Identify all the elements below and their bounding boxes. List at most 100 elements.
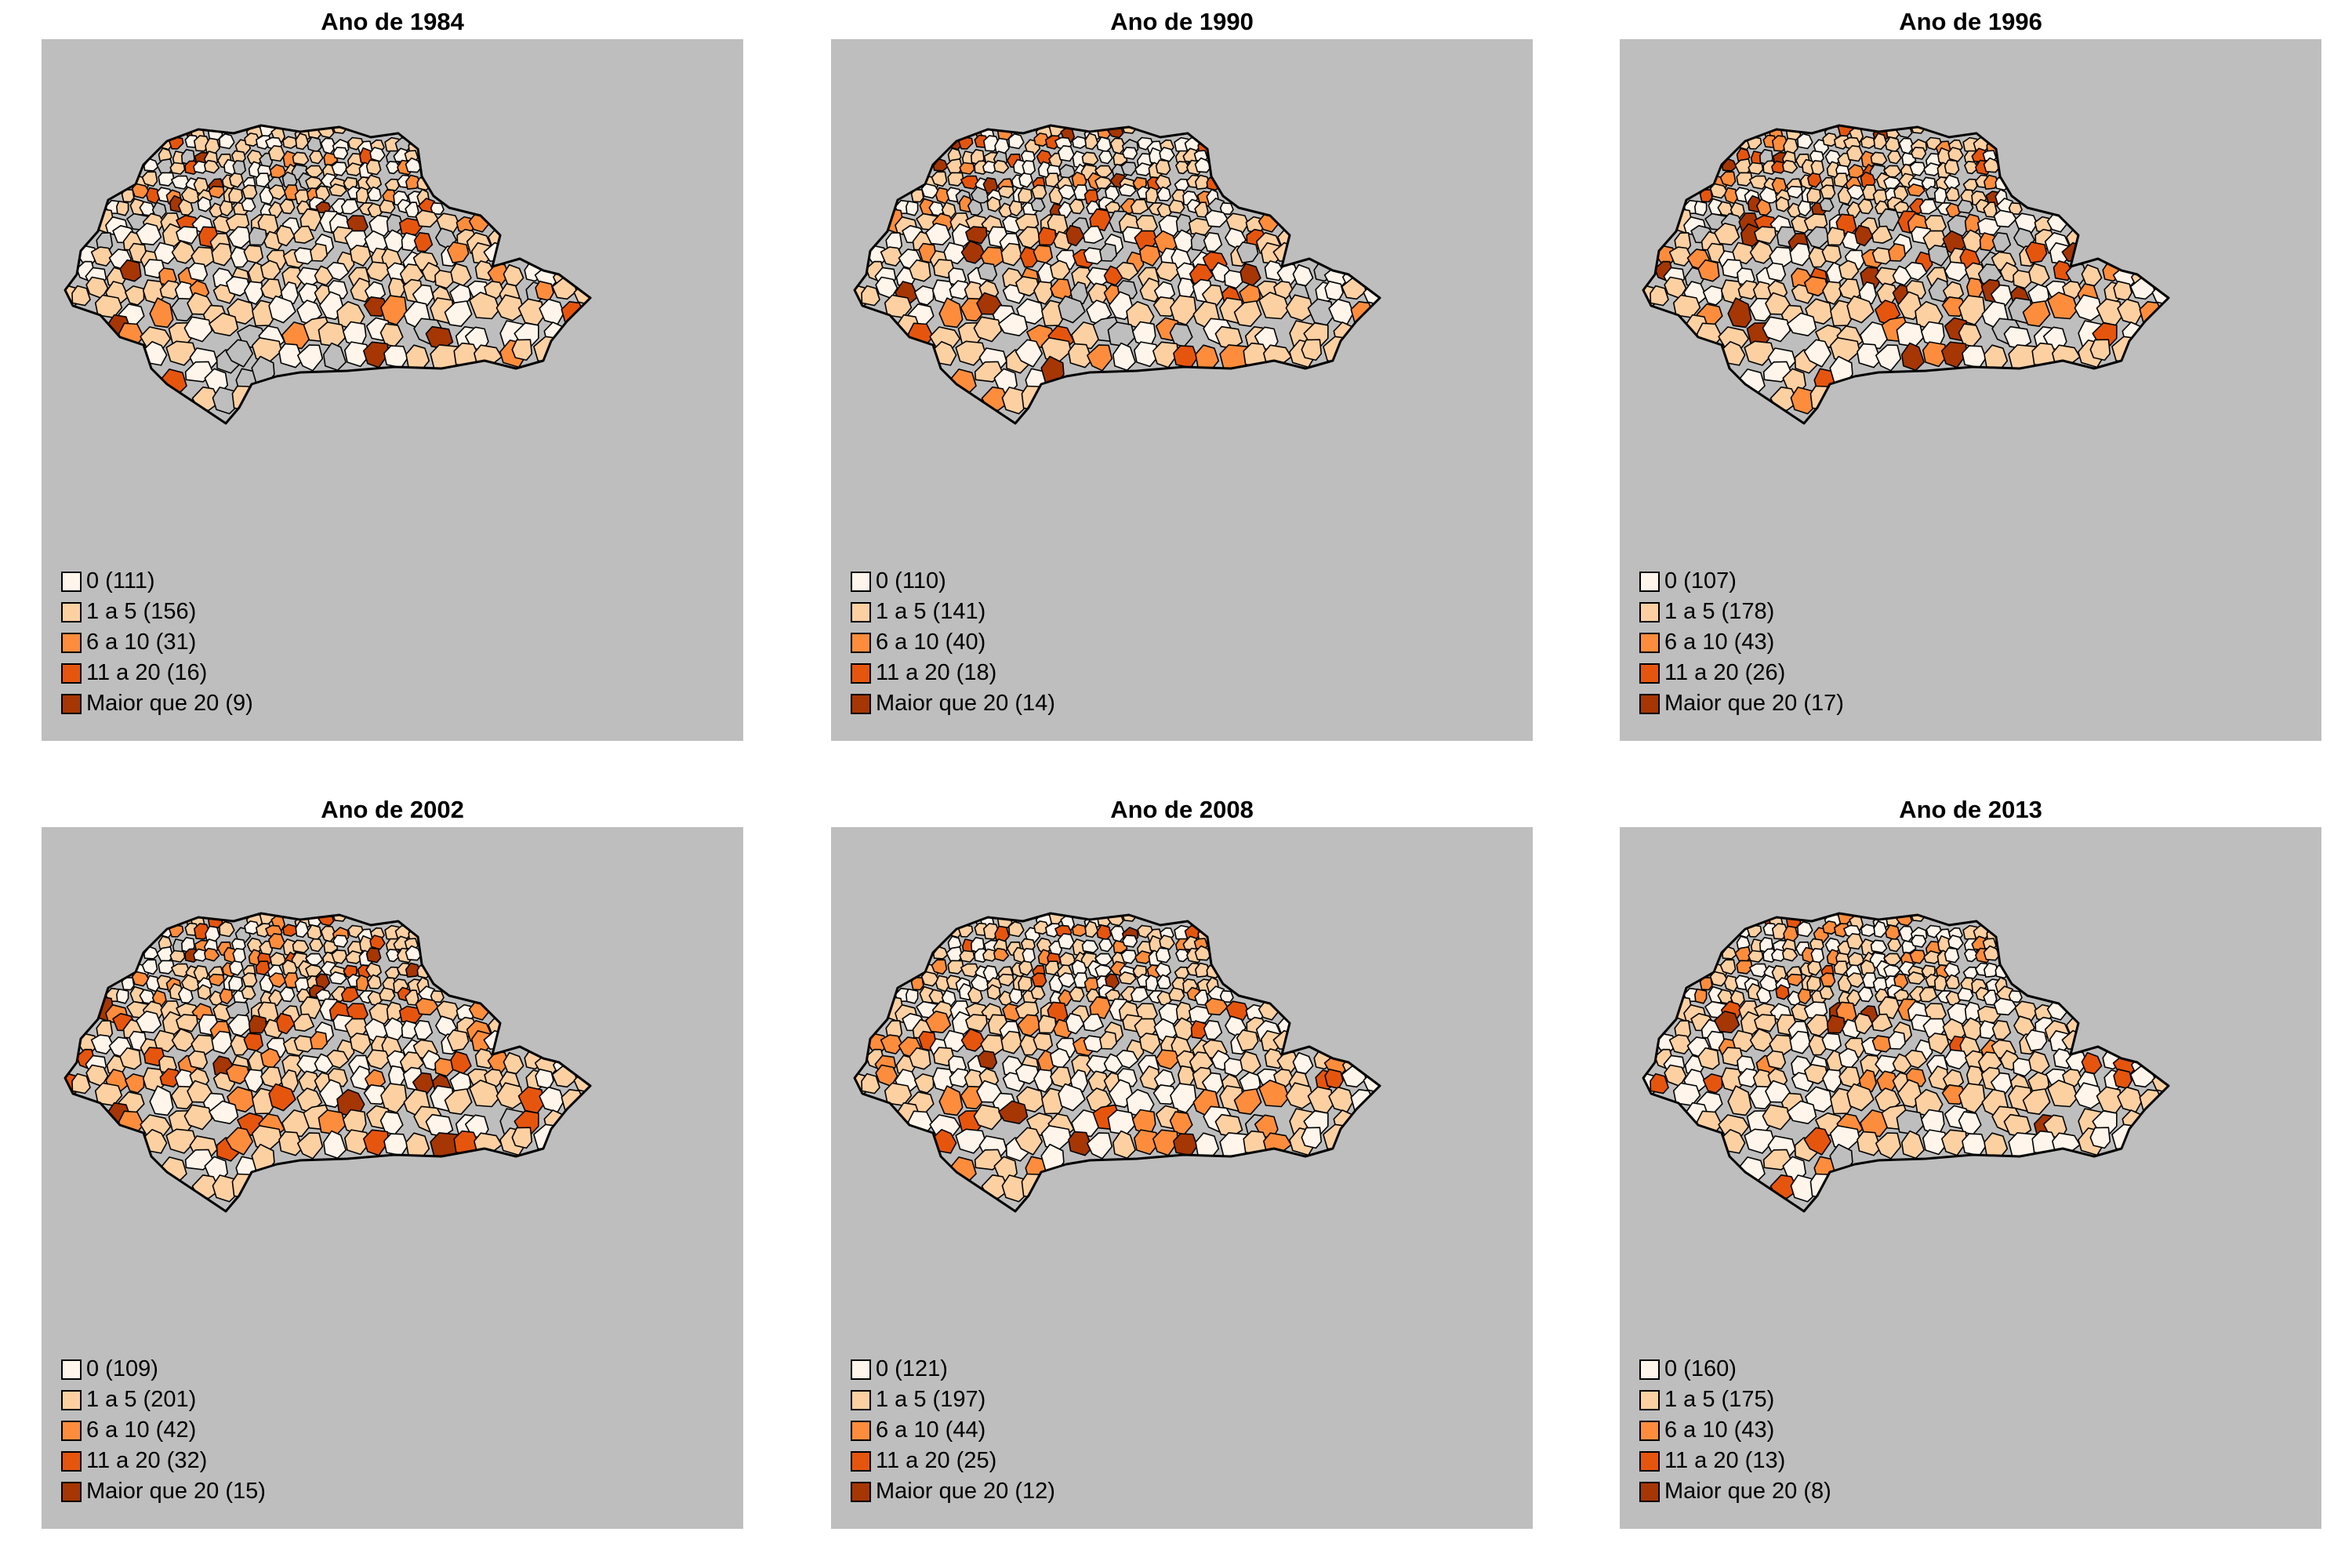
map-panel-1996: Ano de 1996 0 (107) 1 a 5 (178) 6 a 10 (… xyxy=(1620,5,2321,741)
municipality xyxy=(1749,175,1768,190)
map-panel-2002: Ano de 2002 0 (109) 1 a 5 (201) 6 a 10 (… xyxy=(42,793,743,1529)
municipality xyxy=(1285,294,1315,321)
municipality xyxy=(1033,1069,1053,1093)
legend-label: 0 (121) xyxy=(876,1356,948,1381)
legend-item-6-10: 6 a 10 (43) xyxy=(1639,1415,1831,1446)
municipality xyxy=(1944,1049,1969,1070)
municipality xyxy=(1714,223,1740,246)
municipality xyxy=(1748,949,1764,963)
legend-swatch xyxy=(61,1389,82,1410)
municipality xyxy=(232,160,247,176)
legend-item-0: 0 (107) xyxy=(1639,566,1844,597)
municipality xyxy=(1922,1129,1949,1156)
state-border xyxy=(853,124,1381,425)
municipality xyxy=(960,175,979,190)
panel-title: Ano de 2008 xyxy=(1110,796,1254,823)
municipality xyxy=(1883,953,1902,966)
municipality xyxy=(241,198,256,212)
panel-title: Ano de 1984 xyxy=(321,8,464,35)
municipality xyxy=(1822,132,1839,147)
municipality xyxy=(1846,295,1875,324)
municipality xyxy=(208,185,225,199)
municipality xyxy=(292,939,310,953)
municipality xyxy=(1870,939,1888,953)
municipality xyxy=(1156,974,1171,989)
municipality xyxy=(279,986,296,1003)
municipality xyxy=(1709,183,1728,199)
municipality xyxy=(295,920,310,938)
state-border xyxy=(853,912,1381,1213)
municipality xyxy=(1159,935,1175,950)
municipality xyxy=(1821,245,1842,264)
municipality xyxy=(278,1131,303,1156)
municipality xyxy=(947,172,964,187)
municipality xyxy=(1105,185,1120,202)
state-border xyxy=(1642,912,2170,1213)
legend-swatch xyxy=(851,632,871,653)
municipality xyxy=(997,973,1014,987)
municipality xyxy=(1694,988,1708,1004)
municipality xyxy=(292,1013,315,1032)
municipality xyxy=(965,1014,988,1033)
legend-item-over-20: Maior que 20 (12) xyxy=(851,1476,1055,1507)
municipality xyxy=(1789,1030,1811,1054)
municipality xyxy=(415,997,439,1016)
municipality xyxy=(1159,147,1175,162)
municipality xyxy=(350,278,372,303)
municipality xyxy=(511,339,533,361)
map-panel-1984: Ano de 1984 0 (111) 1 a 5 (156) 6 a 10 (… xyxy=(42,5,743,741)
municipality xyxy=(1134,162,1153,176)
legend-label: 6 a 10 (43) xyxy=(1664,1417,1775,1443)
municipality xyxy=(1797,200,1812,217)
municipality xyxy=(171,240,196,264)
legend-item-0: 0 (111) xyxy=(61,566,253,597)
municipality xyxy=(226,1063,251,1085)
municipality xyxy=(1057,933,1075,950)
municipality xyxy=(1853,1012,1874,1035)
legend-item-over-20: Maior que 20 (9) xyxy=(61,688,253,719)
municipality xyxy=(165,1128,197,1154)
municipality xyxy=(415,209,439,228)
municipality xyxy=(1962,178,1978,191)
municipality xyxy=(176,226,198,245)
municipality xyxy=(1944,159,1960,176)
municipality xyxy=(343,1129,371,1156)
municipality xyxy=(131,183,150,199)
municipality xyxy=(267,933,285,950)
municipality xyxy=(1008,200,1023,217)
municipality xyxy=(925,1011,952,1034)
municipality xyxy=(2113,280,2132,302)
municipality xyxy=(1145,187,1159,204)
municipality xyxy=(446,1029,470,1052)
legend-item-1-5: 1 a 5 (175) xyxy=(1639,1385,1831,1415)
municipality xyxy=(315,973,331,990)
municipality xyxy=(1057,145,1075,162)
municipality xyxy=(1957,199,1974,214)
municipality xyxy=(178,198,194,216)
municipality xyxy=(149,1085,174,1116)
municipality xyxy=(1697,259,1720,282)
legend-item-over-20: Maior que 20 (8) xyxy=(1639,1476,1831,1507)
legend-label: 1 a 5 (178) xyxy=(1664,599,1775,624)
municipality xyxy=(1786,185,1803,199)
municipality xyxy=(1083,247,1104,265)
municipality xyxy=(1022,948,1036,964)
municipality xyxy=(1155,261,1180,282)
legend-item-0: 0 (160) xyxy=(1639,1354,1831,1385)
municipality-map xyxy=(64,912,592,1213)
municipality xyxy=(279,198,296,215)
municipality xyxy=(1991,232,2012,252)
municipality xyxy=(1068,1131,1093,1156)
legend-item-6-10: 6 a 10 (42) xyxy=(61,1415,266,1446)
municipality xyxy=(1923,950,1942,964)
municipality xyxy=(1714,1011,1740,1034)
legend-label: 6 a 10 (44) xyxy=(876,1417,986,1443)
municipality xyxy=(219,200,234,217)
municipality xyxy=(1857,343,1882,368)
municipality xyxy=(1697,1047,1720,1070)
legend-item-11-20: 11 a 20 (16) xyxy=(61,658,253,688)
municipality xyxy=(178,986,194,1004)
municipality xyxy=(1022,160,1036,176)
municipality xyxy=(332,935,349,948)
legend-item-1-5: 1 a 5 (197) xyxy=(851,1385,1055,1415)
